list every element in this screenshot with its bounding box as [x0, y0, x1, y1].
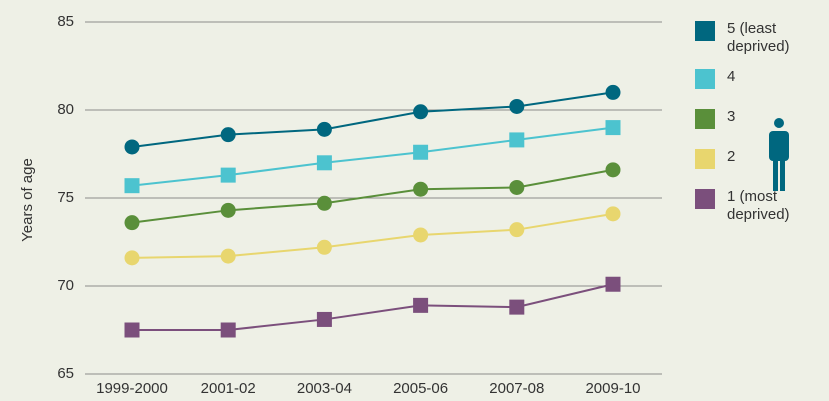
y-axis-label: Years of age — [19, 158, 36, 242]
marker — [509, 179, 525, 195]
series-line — [131, 212, 614, 259]
legend-item: 5 (least deprived) — [695, 20, 817, 56]
legend-label: 3 — [727, 108, 736, 125]
marker — [605, 84, 621, 100]
legend-label: 1 (most deprived) — [727, 188, 790, 223]
marker — [220, 167, 236, 183]
x-tick-label: 2001-02 — [201, 380, 256, 397]
x-tick-label: 2003-04 — [297, 380, 352, 397]
marker — [316, 311, 332, 327]
marker — [413, 297, 429, 313]
legend-swatch — [695, 189, 715, 209]
marker — [413, 144, 429, 160]
marker — [220, 202, 236, 218]
marker — [220, 127, 236, 143]
legend-item: 3 — [695, 108, 817, 129]
marker — [316, 155, 332, 171]
x-tick-label: 1999-2000 — [96, 380, 168, 397]
marker — [220, 322, 236, 338]
marker — [509, 222, 525, 238]
y-tick-label: 80 — [57, 101, 74, 118]
marker — [509, 132, 525, 148]
legend: 5 (least deprived) 4 3 2 1 (most deprived) — [695, 20, 825, 224]
legend-item: 4 — [695, 68, 817, 89]
legend-swatch — [695, 149, 715, 169]
legend-swatch — [695, 69, 715, 89]
legend-item: 1 (most deprived) — [695, 188, 817, 224]
y-tick-label: 65 — [57, 365, 74, 382]
marker — [316, 195, 332, 211]
marker — [316, 239, 332, 255]
marker — [509, 299, 525, 315]
marker — [124, 215, 140, 231]
y-tick-label: 70 — [57, 277, 74, 294]
marker — [413, 227, 429, 243]
legend-swatch — [695, 21, 715, 41]
y-tick-label: 75 — [57, 189, 74, 206]
series-line — [131, 126, 614, 187]
marker — [124, 178, 140, 194]
marker — [220, 248, 236, 264]
marker — [124, 322, 140, 338]
x-tick-label: 2009-10 — [585, 380, 640, 397]
legend-label: 4 — [727, 68, 736, 85]
y-tick-label: 85 — [57, 13, 74, 30]
x-tick-label: 2007-08 — [489, 380, 544, 397]
series-line — [131, 91, 614, 148]
person-icon — [769, 118, 789, 191]
x-tick-label: 2005-06 — [393, 380, 448, 397]
marker — [124, 139, 140, 155]
series-line — [131, 168, 614, 224]
marker — [605, 276, 621, 292]
marker — [316, 121, 332, 137]
legend-swatch — [695, 109, 715, 129]
marker — [413, 181, 429, 197]
marker — [605, 206, 621, 222]
legend-label: 2 — [727, 148, 736, 165]
series-line — [132, 283, 614, 331]
legend-label: 5 (least deprived) — [727, 20, 790, 55]
marker — [509, 98, 525, 114]
marker — [605, 162, 621, 178]
legend-item: 2 — [695, 148, 817, 169]
marker — [124, 250, 140, 266]
marker — [413, 104, 429, 120]
marker — [605, 120, 621, 136]
